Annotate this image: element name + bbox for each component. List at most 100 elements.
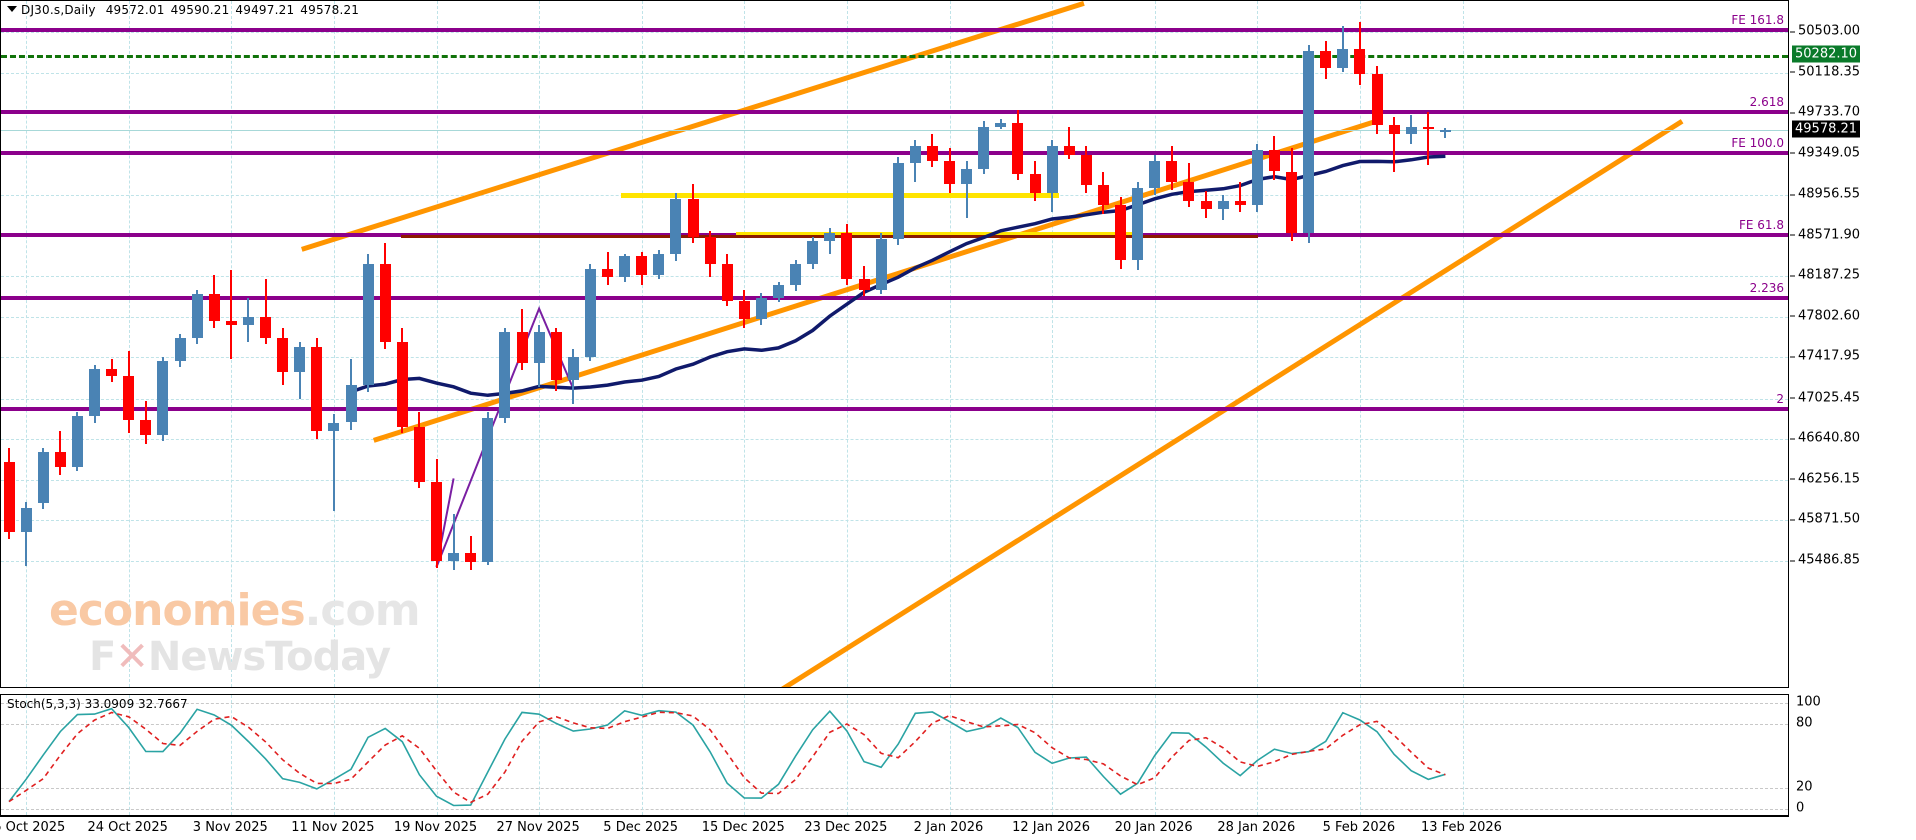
date-axis[interactable]: 16 Oct 2025 24 Oct 2025 3 Nov 2025 11 Nov 2…: [0, 816, 1789, 840]
stochastic-pane[interactable]: Stoch(5,3,3) 33.0909 32.7667: [0, 694, 1789, 816]
candle-body: [208, 293, 220, 322]
current-price-line: [1, 129, 1788, 131]
fib-level-line: [1, 295, 1788, 300]
fib-level-line: [1, 150, 1788, 155]
date-tick-label: 2 Jan 2026: [913, 820, 984, 835]
candle-body: [362, 264, 374, 385]
price-axis-tick: 48956.55: [1790, 187, 1860, 202]
candlestick: [892, 156, 904, 246]
price-gridline: [1, 276, 1788, 278]
target-price-badge: 50282.10: [1792, 45, 1861, 63]
candle-body: [567, 357, 579, 381]
price-gridline: [1, 72, 1788, 74]
candlestick: [995, 118, 1007, 130]
candle-body: [1251, 150, 1263, 206]
date-tick-label: 20 Jan 2026: [1114, 820, 1193, 835]
candle-body: [328, 422, 340, 431]
price-axis-tick: 45871.50: [1790, 512, 1860, 527]
triangle-down-icon[interactable]: [7, 6, 17, 12]
candle-body: [89, 368, 100, 417]
candlestick: [20, 501, 32, 566]
price-tick-label: 47802.60: [1798, 308, 1861, 324]
candle-body: [311, 346, 323, 431]
stoch-tick-label: 80: [1796, 715, 1813, 731]
candlestick: [362, 253, 374, 392]
candle-body: [670, 198, 682, 254]
candle-body: [1029, 173, 1041, 193]
candle-body: [1080, 154, 1092, 186]
stoch-gridline: [1, 809, 1788, 810]
price-axis[interactable]: 50503.00 50118.35 49733.70 49349.05 48956.55…: [1790, 0, 1916, 688]
time-gridline: [641, 695, 643, 815]
candlestick: [1388, 116, 1400, 172]
time-gridline: [1359, 1, 1361, 687]
candle-body: [909, 146, 921, 164]
candlestick: [687, 184, 699, 244]
candlestick: [1149, 154, 1161, 195]
time-gridline: [539, 695, 541, 815]
candlestick: [191, 289, 203, 345]
candlestick: [1303, 44, 1315, 244]
price-tick-label: 49733.70: [1798, 104, 1861, 120]
price-tick-label: 46256.15: [1798, 471, 1861, 487]
candlestick: [790, 260, 802, 291]
stoch-tick-label: 100: [1796, 694, 1821, 710]
candlestick: [208, 274, 220, 328]
price-gridline: [1, 32, 1788, 33]
price-gridline: [1, 479, 1788, 481]
price-axis-tick: 49349.05: [1790, 145, 1860, 160]
candlestick: [1046, 139, 1058, 212]
candle-body: [396, 342, 408, 427]
candlestick: [413, 411, 425, 488]
price-gridline: [1, 398, 1788, 400]
candle-body: [54, 452, 66, 467]
candle-wick: [264, 279, 267, 345]
price-gridline: [1, 561, 1788, 562]
candle-body: [619, 255, 631, 277]
price-gridline: [1, 357, 1788, 359]
candle-body: [71, 416, 83, 467]
candle-body: [995, 122, 1007, 128]
supply-zone-upper-line: [621, 192, 1059, 198]
candlestick: [755, 292, 767, 326]
candlestick: [858, 266, 870, 296]
candle-body: [106, 368, 118, 377]
candle-body: [1337, 49, 1349, 69]
candle-wick: [25, 501, 28, 566]
price-axis-tick: 49733.70: [1790, 104, 1861, 120]
candle-body: [1354, 49, 1366, 75]
fib-level-line: [1, 406, 1788, 411]
stoch-tick-label: 0: [1796, 800, 1805, 816]
fib-level-label: FE 100.0: [1731, 135, 1784, 150]
price-axis-tick: 50503.00: [1790, 24, 1860, 39]
candlestick: [345, 359, 357, 430]
candle-body: [1012, 122, 1024, 174]
candlestick: [1115, 196, 1126, 269]
fib-level-line: [1, 109, 1788, 114]
candle-body: [550, 331, 562, 381]
price-gridline: [1, 113, 1788, 115]
price-tick-label: 46640.80: [1798, 430, 1861, 446]
time-gridline: [1359, 695, 1361, 815]
time-gridline: [1462, 695, 1464, 815]
candle-body: [807, 241, 819, 265]
candle-body: [755, 298, 767, 320]
candlestick: [721, 253, 733, 307]
time-gridline: [26, 695, 28, 815]
price-chart-pane[interactable]: economies.com F✕NewsToday FE 161.8 2.618 F…: [0, 0, 1789, 688]
date-tick-label: 13 Feb 2026: [1421, 820, 1502, 835]
candle-body: [37, 452, 49, 503]
time-gridline: [744, 695, 746, 815]
ohlc-high: 49590.21: [170, 3, 230, 17]
time-gridline: [1154, 1, 1156, 687]
candlestick: [978, 120, 990, 174]
candlestick: [516, 308, 528, 370]
candlestick: [396, 327, 408, 434]
ohlc-close: 49578.21: [300, 3, 360, 17]
candle-body: [260, 317, 271, 339]
candle-wick: [828, 228, 831, 254]
candle-body: [345, 384, 357, 423]
time-gridline: [641, 1, 643, 687]
fib-level-line: [1, 27, 1788, 32]
